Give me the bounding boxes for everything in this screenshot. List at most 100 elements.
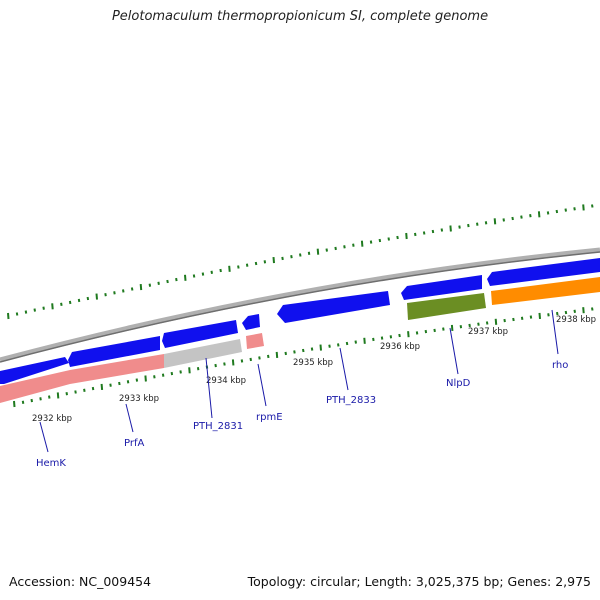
minor-tick (433, 328, 436, 333)
major-tick (538, 312, 541, 319)
minor-tick (175, 277, 178, 282)
minor-tick (290, 255, 293, 259)
minor-tick (458, 225, 461, 229)
map-title: Pelotomaculum thermopropionicum SI, comp… (111, 9, 489, 24)
minor-tick (485, 321, 489, 325)
minor-tick (467, 223, 470, 228)
minor-tick (529, 315, 533, 319)
minor-tick (30, 398, 33, 403)
major-tick (316, 248, 320, 255)
backbone-line-shade (0, 251, 600, 363)
minor-tick (325, 248, 328, 252)
major-tick (184, 274, 187, 281)
minor-tick (415, 331, 419, 335)
gene-label-prfa[interactable]: PrfA (124, 438, 144, 449)
major-tick (405, 232, 408, 240)
gene-label-pth2833[interactable]: PTH_2833 (326, 395, 376, 406)
major-tick (582, 204, 585, 211)
tick-label: 2936 kbp (380, 342, 420, 352)
minor-tick (281, 256, 284, 261)
gene-blue[interactable] (401, 275, 482, 300)
major-tick (493, 218, 497, 225)
minor-tick (240, 359, 244, 363)
scale-labels: 2932 kbp 2933 kbp 2934 kbp 2935 kbp 2936… (32, 315, 596, 424)
minor-tick (343, 245, 346, 249)
tick-label: 2937 kbp (468, 327, 508, 337)
minor-tick (564, 208, 567, 212)
gene-hemk[interactable] (0, 354, 164, 403)
major-tick (494, 318, 498, 325)
minor-tick (148, 283, 152, 287)
minor-tick (529, 214, 532, 218)
minor-tick (476, 222, 479, 226)
backbone-line (0, 247, 600, 363)
minor-tick (118, 381, 121, 386)
gene-rpme[interactable] (242, 314, 260, 330)
gene-blue[interactable] (162, 320, 238, 348)
tick-label: 2934 kbp (206, 376, 246, 386)
minor-tick (192, 274, 196, 278)
major-tick (319, 344, 322, 351)
minor-tick (223, 362, 226, 366)
minor-tick (468, 323, 471, 328)
minor-tick (299, 253, 302, 257)
minor-tick (424, 329, 428, 334)
gene-rho-top[interactable] (487, 258, 600, 286)
minor-tick (352, 243, 355, 247)
minor-tick (170, 371, 174, 376)
gene-blue[interactable] (0, 357, 69, 384)
minor-tick (126, 380, 130, 384)
gene-pth2833[interactable] (277, 291, 390, 323)
major-tick (7, 312, 10, 320)
minor-tick (15, 312, 19, 316)
gene-label-rho[interactable]: rho (552, 360, 568, 371)
gene-label-rpme[interactable]: rpmE (256, 412, 283, 423)
minor-tick (380, 336, 384, 340)
gene-nlpd[interactable] (407, 293, 486, 320)
major-tick (450, 324, 454, 331)
gene-rho[interactable] (491, 277, 600, 305)
minor-tick (179, 370, 182, 374)
minor-tick (459, 325, 463, 329)
minor-tick (477, 322, 480, 326)
minor-tick (161, 373, 165, 377)
major-tick (360, 240, 364, 247)
gene-prfa-grey[interactable] (164, 339, 242, 368)
minor-tick (68, 300, 72, 305)
major-tick (228, 265, 231, 272)
minor-tick (157, 281, 160, 285)
minor-tick (354, 340, 357, 344)
minor-tick (153, 375, 156, 379)
minor-tick (484, 221, 488, 225)
tick-label: 2933 kbp (119, 394, 159, 404)
minor-tick (414, 232, 417, 237)
minor-tick (267, 354, 270, 359)
minor-tick (503, 318, 506, 323)
minor-tick (210, 270, 213, 274)
minor-tick (337, 343, 340, 347)
gene-pink-small[interactable] (246, 333, 264, 349)
minor-tick (65, 392, 68, 396)
minor-tick (83, 388, 86, 392)
gene-labels: HemK PrfA PTH_2831 rpmE PTH_2833 NlpD rh… (36, 360, 568, 469)
gene-label-pth2831[interactable]: PTH_2831 (193, 421, 243, 432)
minor-tick (564, 310, 568, 315)
major-tick (275, 351, 279, 358)
major-tick (56, 392, 60, 399)
minor-tick (573, 207, 576, 211)
gene-label-nlpd[interactable]: NlpD (446, 378, 471, 389)
minor-tick (249, 357, 252, 362)
major-tick (363, 337, 366, 344)
major-tick (139, 284, 143, 291)
minor-tick (546, 211, 550, 215)
minor-tick (310, 347, 314, 351)
minor-tick (502, 218, 505, 222)
gene-blue[interactable] (68, 336, 160, 367)
major-tick (95, 293, 98, 300)
major-tick (231, 359, 235, 366)
minor-tick (442, 327, 445, 331)
major-tick (188, 367, 191, 374)
minor-tick (39, 397, 42, 401)
gene-label-hemk[interactable]: HemK (36, 458, 66, 469)
minor-tick (440, 228, 444, 232)
